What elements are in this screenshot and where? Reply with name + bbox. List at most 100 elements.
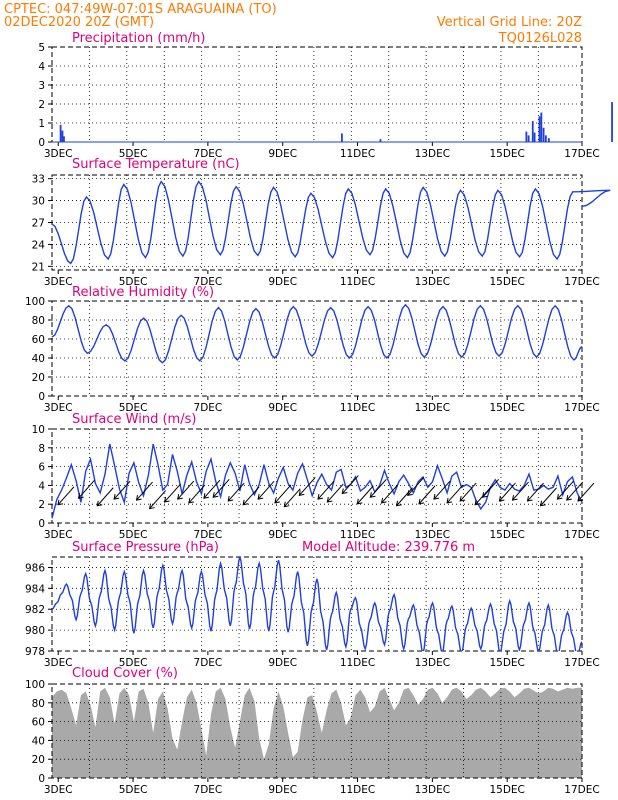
y-tick-label: 21 bbox=[32, 261, 45, 273]
wind-direction-arrow bbox=[433, 480, 451, 500]
x-tick-label: 3DEC bbox=[44, 402, 73, 414]
x-tick-label: 3DEC bbox=[44, 784, 73, 796]
precip-bar bbox=[61, 130, 64, 142]
x-tick-label: 17DEC bbox=[564, 784, 599, 796]
wind-direction-arrow bbox=[257, 480, 275, 500]
wind-direction-arrow bbox=[407, 477, 425, 496]
x-tick-label: 3DEC bbox=[44, 276, 73, 288]
y-tick-label: 1 bbox=[38, 118, 45, 130]
panel-title-cloud-cover: Cloud Cover (%) bbox=[72, 666, 178, 681]
panel-pressure: Surface Pressure (hPa) Model Altitude: 2… bbox=[25, 540, 600, 669]
precip-bar bbox=[542, 127, 545, 142]
precip-bar bbox=[379, 139, 382, 142]
wind-arrow-head bbox=[380, 497, 387, 504]
wind-direction-arrow bbox=[482, 478, 499, 498]
x-tick-label: 9DEC bbox=[268, 657, 297, 669]
wind-arrow-head bbox=[395, 500, 402, 507]
wind-direction-arrow bbox=[356, 485, 374, 505]
y-tick-label: 10 bbox=[32, 424, 45, 436]
y-tick-label: 40 bbox=[32, 353, 45, 365]
plot-precipitation: 0 1 2 3 4 5 3DEC 5DEC 7DEC 9DEC 11DEC 13DEC 15DEC 17D… bbox=[38, 42, 613, 160]
x-tick-label: 15DEC bbox=[489, 276, 524, 288]
y-tick-label: 978 bbox=[25, 646, 45, 658]
wind-arrow-head bbox=[242, 499, 249, 506]
x-tick-label: 5DEC bbox=[119, 657, 148, 669]
x-tick-label: 13DEC bbox=[415, 402, 450, 414]
x-tick-label: 15DEC bbox=[489, 784, 524, 796]
wind-direction-arrow bbox=[512, 481, 529, 501]
x-tick-label: 15DEC bbox=[489, 148, 524, 160]
y-tick-label: 984 bbox=[25, 583, 45, 595]
plot-wind: 0 2 4 6 8 10 3DEC 5DEC 7DEC 9DEC 11DEC 13DEC 15DEC 17… bbox=[32, 424, 600, 541]
x-tick-label: 13DEC bbox=[415, 276, 450, 288]
wind-arrow-head bbox=[274, 497, 281, 504]
precip-bar bbox=[544, 135, 547, 142]
plot-frame bbox=[51, 683, 583, 779]
wind-arrow-head bbox=[57, 499, 64, 506]
wind-arrow-head bbox=[188, 497, 195, 504]
wind-arrow-head bbox=[227, 495, 234, 502]
wind-arrow-head bbox=[203, 493, 209, 499]
header-model: TQ0126L028 bbox=[498, 31, 582, 46]
x-tick-label: 7DEC bbox=[194, 276, 223, 288]
wind-direction-arrow bbox=[326, 483, 344, 503]
wind-direction-arrow bbox=[212, 478, 230, 498]
wind-arrow-head bbox=[539, 500, 546, 507]
plot-cloud-cover: 0 20 40 60 80 100 3DEC 5DEC 7DEC 9DEC 11DEC 13DEC 15… bbox=[25, 679, 600, 796]
wind-arrow-head bbox=[407, 490, 413, 497]
y-tick-label: 2 bbox=[38, 99, 45, 111]
header-grid-note: Vertical Grid Line: 20Z bbox=[437, 15, 582, 30]
x-tick-label: 3DEC bbox=[44, 657, 73, 669]
x-tick-label: 15DEC bbox=[489, 529, 524, 541]
pressure-line bbox=[52, 557, 582, 651]
x-tick-label: 17DEC bbox=[564, 529, 599, 541]
y-tick-label: 60 bbox=[32, 334, 45, 346]
wind-arrow-head bbox=[459, 495, 466, 502]
wind-arrow-head bbox=[257, 494, 264, 500]
y-tick-label: 4 bbox=[38, 61, 45, 73]
wind-direction-arrow bbox=[317, 480, 335, 500]
y-tick-label: 33 bbox=[32, 174, 45, 186]
x-tick-label: 15DEC bbox=[489, 657, 524, 669]
wind-direction-arrow bbox=[369, 478, 387, 498]
wind-direction-arrow bbox=[381, 484, 398, 504]
wind-direction-arrow bbox=[78, 479, 95, 499]
x-tick-label: 17DEC bbox=[564, 402, 599, 414]
x-tick-label: 13DEC bbox=[415, 529, 450, 541]
wind-direction-arrow bbox=[188, 484, 206, 504]
y-tick-label: 27 bbox=[32, 218, 45, 230]
wind-arrow-head bbox=[148, 503, 155, 510]
x-tick-label: 13DEC bbox=[415, 148, 450, 160]
precip-bar bbox=[59, 124, 62, 142]
x-tick-label: 11DEC bbox=[340, 657, 375, 669]
panel-title-temperature: Surface Temperature (nC) bbox=[72, 157, 240, 172]
x-tick-label: 5DEC bbox=[119, 276, 148, 288]
y-tick-label: 20 bbox=[32, 372, 45, 384]
precip-bar bbox=[525, 131, 528, 142]
x-tick-label: 9DEC bbox=[268, 276, 297, 288]
plot-frame bbox=[51, 46, 583, 143]
y-tick-label: 80 bbox=[32, 698, 45, 710]
y-tick-label: 3 bbox=[38, 80, 45, 92]
wind-arrow-head bbox=[556, 494, 563, 500]
wind-arrow-head bbox=[481, 492, 488, 498]
wind-speed-line bbox=[51, 443, 583, 519]
wind-direction-arrow bbox=[227, 482, 245, 502]
precip-bar bbox=[533, 132, 536, 142]
wind-arrow-head bbox=[577, 495, 584, 502]
plot-frame bbox=[51, 174, 583, 271]
wind-arrow-head bbox=[356, 498, 363, 505]
precip-bar bbox=[547, 138, 550, 142]
wind-direction-arrow bbox=[341, 475, 359, 494]
x-tick-label: 7DEC bbox=[194, 784, 223, 796]
x-tick-label: 5DEC bbox=[119, 148, 148, 160]
precip-bar bbox=[63, 136, 65, 142]
wind-arrow-head bbox=[474, 499, 481, 506]
wind-direction-arrow bbox=[459, 482, 477, 502]
x-tick-label: 7DEC bbox=[194, 402, 223, 414]
x-tick-label: 3DEC bbox=[44, 529, 73, 541]
panel-precipitation: Precipitation (mm/h) 0 1 2 3 4 5 3DEC 5DEC 7DEC 9… bbox=[38, 31, 613, 160]
wind-direction-arrow bbox=[499, 482, 516, 502]
y-tick-label: 60 bbox=[32, 717, 45, 729]
y-tick-label: 20 bbox=[32, 754, 45, 766]
